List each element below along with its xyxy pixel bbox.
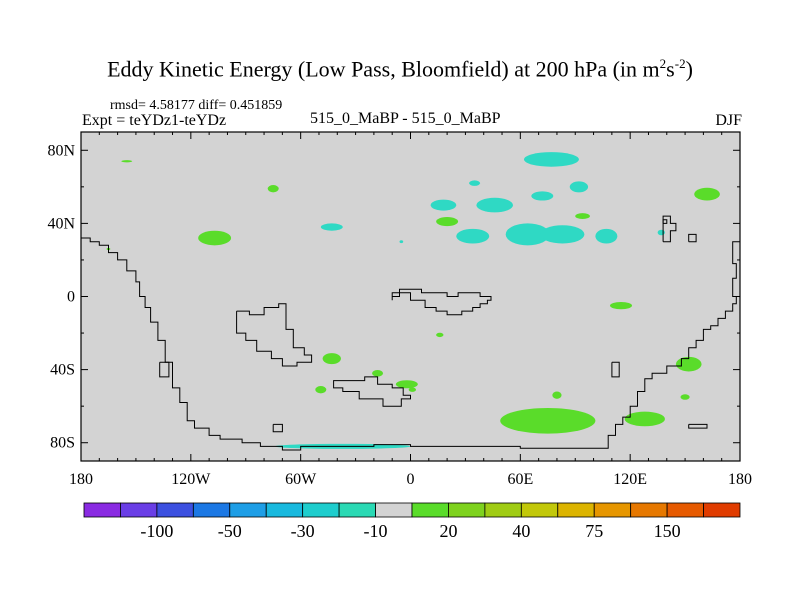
positive-anomaly-region xyxy=(575,213,590,220)
colorbar-swatch xyxy=(593,502,632,518)
x-tick-label: 120W xyxy=(171,471,211,488)
y-tick-label: 80S xyxy=(50,435,75,452)
season-label: DJF xyxy=(715,112,742,129)
coastline xyxy=(236,303,313,367)
colorbar-label: 40 xyxy=(512,521,530,541)
y-tick-label: 40S xyxy=(50,362,75,379)
positive-anomaly-region xyxy=(436,332,444,338)
colorbar-label: 20 xyxy=(439,521,457,541)
x-tick-label: 180 xyxy=(69,471,93,488)
positive-anomaly-region xyxy=(680,394,690,400)
positive-anomaly-region xyxy=(624,411,665,427)
colorbar-swatch xyxy=(192,502,231,518)
colorbar-label: 75 xyxy=(585,521,603,541)
positive-anomaly-region xyxy=(322,353,341,365)
colorbar-swatch xyxy=(520,502,559,518)
negative-anomaly-region xyxy=(531,191,554,201)
negative-anomaly-region xyxy=(456,228,490,244)
x-tick-label: 60E xyxy=(507,471,533,488)
colorbar-swatch xyxy=(557,502,595,518)
colorbar-swatch xyxy=(411,502,449,518)
y-tick-label: 0 xyxy=(67,289,75,306)
y-tick-label: 80N xyxy=(47,142,75,159)
negative-anomaly-region xyxy=(476,197,514,213)
colorbar-swatch xyxy=(666,502,704,518)
negative-anomaly-region xyxy=(430,199,457,211)
coastline xyxy=(81,237,740,451)
x-tick-label: 180 xyxy=(728,471,752,488)
field-layer xyxy=(81,152,740,451)
positive-anomaly-region xyxy=(315,386,327,394)
positive-anomaly-region xyxy=(395,380,418,389)
colorbar-swatch xyxy=(120,502,158,518)
colorbar-swatch xyxy=(448,502,486,518)
colorbar-swatch xyxy=(484,502,522,518)
coastline xyxy=(611,361,620,378)
coastline xyxy=(333,376,411,407)
positive-anomaly-region xyxy=(372,369,384,377)
positive-anomaly-region xyxy=(500,407,596,434)
stats-label: rmsd= 4.58177 diff= 0.451859 xyxy=(110,98,283,113)
colorbar-swatch xyxy=(83,502,121,518)
positive-anomaly-region xyxy=(408,387,416,392)
negative-anomaly-region xyxy=(595,228,618,244)
negative-anomaly-region xyxy=(569,181,589,193)
positive-anomaly-region xyxy=(610,301,632,310)
negative-anomaly-region xyxy=(523,152,579,167)
colorbar-label: 150 xyxy=(654,521,681,541)
colorbar-label: -100 xyxy=(140,521,173,541)
negative-anomaly-region xyxy=(469,180,481,186)
case-label: 515_0_MaBP - 515_0_MaBP xyxy=(310,110,501,127)
coastline xyxy=(688,423,708,429)
experiment-label: Expt = teYDz1-teYDz xyxy=(82,112,227,129)
colorbar-swatch xyxy=(229,502,267,518)
colorbar-label: -30 xyxy=(291,521,315,541)
positive-anomaly-region xyxy=(198,230,232,246)
positive-anomaly-region xyxy=(121,160,133,163)
colorbar-swatch xyxy=(630,502,668,518)
plot-layer xyxy=(81,132,740,461)
positive-anomaly-region xyxy=(552,391,562,399)
negative-anomaly-region xyxy=(505,223,550,246)
colorbar-label: -10 xyxy=(364,521,388,541)
colorbar-swatch xyxy=(375,502,413,518)
x-tick-label: 60W xyxy=(285,471,317,488)
colorbar: -100 -50 -30 -10 20 40 75 150 xyxy=(83,502,741,541)
negative-anomaly-region xyxy=(540,225,585,244)
colorbar-swatch xyxy=(338,502,376,518)
colorbar-swatch xyxy=(265,502,304,518)
coastline xyxy=(662,215,677,243)
colorbar-swatch xyxy=(703,502,741,518)
negative-anomaly-region xyxy=(657,229,665,236)
y-tick-label: 40N xyxy=(47,215,75,232)
coastline xyxy=(391,288,492,316)
x-tick-label: 0 xyxy=(407,471,415,488)
coastline xyxy=(688,233,697,243)
colorbar-label: -50 xyxy=(218,521,242,541)
positive-anomaly-region xyxy=(436,216,459,227)
positive-anomaly-region xyxy=(694,187,720,201)
coastline xyxy=(159,361,170,378)
colorbar-swatch xyxy=(302,502,340,518)
coastline xyxy=(662,219,668,224)
negative-anomaly-region xyxy=(320,223,343,231)
x-tick-label: 120E xyxy=(613,471,647,488)
positive-anomaly-region xyxy=(675,356,702,372)
colorbar-swatch xyxy=(156,502,194,518)
negative-anomaly-region xyxy=(399,240,404,244)
chart-title: Eddy Kinetic Energy (Low Pass, Bloomfiel… xyxy=(107,56,693,82)
positive-anomaly-region xyxy=(267,185,279,193)
axis-layer: 180 120W 60W 0 60E 120E 180 80N 40N 0 40S 80S xyxy=(47,131,752,488)
coastline xyxy=(272,423,283,433)
